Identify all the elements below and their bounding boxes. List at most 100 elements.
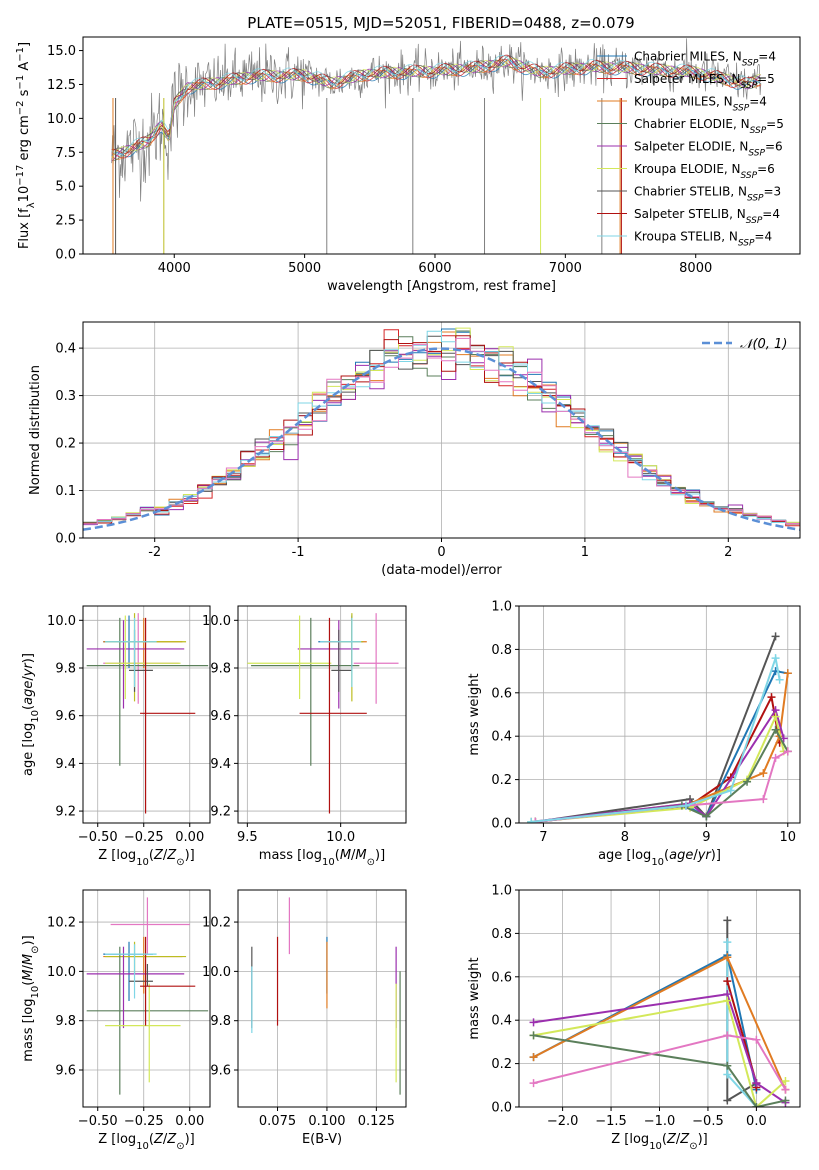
y-axis-label: mass weight (467, 957, 482, 1039)
legend-label: Chabrier MILES, NSSP=4 (634, 50, 776, 69)
model-spectrum-line (111, 59, 762, 160)
x-tick-label: -1 (292, 545, 305, 560)
y-tick-label: 10.2 (47, 916, 76, 931)
y-tick-label: 0.0 (491, 1101, 512, 1116)
weight-point-marker (723, 1070, 732, 1079)
axes-frame (237, 605, 407, 824)
x-tick-label: 6000 (418, 261, 451, 276)
x-tick-label: 7 (539, 830, 547, 845)
x-axis-label: mass [log10(M/M⊙)] (259, 848, 385, 868)
weight-point-marker (529, 1018, 538, 1027)
weight-point-marker (723, 916, 732, 925)
x-tick-label: −0.5 (692, 1114, 724, 1129)
y-tick-label: 0.0 (55, 248, 76, 263)
x-axis-label: Z [log10(Z/Z⊙)] (611, 1132, 708, 1152)
x-tick-label: −0.50 (78, 830, 118, 845)
y-tick-label: 15.0 (47, 44, 76, 59)
x-tick-label: 9.5 (237, 830, 258, 845)
plot-area (111, 38, 762, 254)
weight-series-line (531, 707, 785, 823)
x-tick-label: 2 (724, 545, 732, 560)
y-tick-label: 9.2 (55, 805, 76, 820)
y-tick-label: 0.2 (491, 773, 512, 788)
legend-label: Salpeter STELIB, NSSP=4 (634, 207, 780, 226)
y-axis-label: mass weight (467, 673, 482, 755)
chart-panel-2: −0.50 −0.25 0.00 9.2 9.4 9.6 9.8 10.0 Z [log10(Z… (21, 605, 211, 868)
x-tick-label: 0.00 (175, 1114, 204, 1129)
y-tick-label: 0.4 (491, 1014, 512, 1029)
y-axis-label: mass [log10(M/M⊙)] (21, 935, 41, 1061)
weight-point-marker (723, 1031, 732, 1040)
y-tick-label: 2.5 (55, 214, 76, 229)
plot-area (247, 613, 399, 814)
weight-point-marker (726, 786, 735, 795)
legend-label: Kroupa STELIB, NSSP=4 (634, 230, 772, 249)
y-tick-label: 9.2 (210, 805, 231, 820)
legend-label: Salpeter ELODIE, NSSP=6 (634, 140, 783, 159)
x-tick-label: 7000 (549, 261, 582, 276)
plot-area (86, 613, 209, 814)
weight-point-marker (723, 953, 732, 962)
x-tick-label: 0.0 (746, 1114, 767, 1129)
x-tick-label: 9 (702, 830, 710, 845)
y-tick-label: 9.8 (210, 1014, 231, 1029)
x-tick-label: 0.125 (358, 1114, 395, 1129)
weight-point-marker (771, 654, 780, 663)
weight-point-marker (723, 1096, 732, 1105)
x-tick-label: -2 (148, 545, 161, 560)
axes-frame (82, 889, 211, 1108)
plot-area (86, 897, 209, 1095)
y-tick-label: 0.6 (491, 970, 512, 985)
x-tick-label: 0.100 (308, 1114, 345, 1129)
weight-point-marker (723, 977, 732, 986)
model-spectrum-line (111, 59, 762, 162)
y-axis-label: age [log10(age/yr)] (21, 653, 41, 776)
legend-label: Chabrier STELIB, NSSP=3 (634, 185, 781, 204)
y-tick-label: 0.3 (55, 389, 76, 404)
weight-point-marker (752, 1103, 761, 1107)
model-spectrum-line (111, 54, 761, 154)
y-tick-label: 10.0 (47, 965, 76, 980)
spectrum-data-line (111, 38, 762, 202)
x-tick-label: 10.0 (326, 830, 355, 845)
weight-point-marker (781, 1085, 790, 1094)
y-tick-label: 10.0 (47, 614, 76, 629)
x-tick-label: −2.0 (547, 1114, 579, 1129)
weight-series-line (535, 636, 777, 823)
y-tick-label: 0.0 (491, 817, 512, 832)
chart-title: PLATE=0515, MJD=52051, FIBERID=0488, z=0… (247, 14, 634, 32)
x-tick-label: −1.0 (644, 1114, 676, 1129)
model-spectrum-line (111, 59, 761, 159)
x-tick-label: −0.50 (78, 1114, 118, 1129)
axes-frame (237, 889, 407, 1108)
weight-point-marker (529, 1079, 538, 1088)
y-tick-label: 0.8 (491, 643, 512, 658)
weight-point-marker (529, 1053, 538, 1062)
weight-point-marker (759, 795, 768, 804)
x-tick-label: 1 (581, 545, 589, 560)
y-axis-label: Normed distribution (28, 365, 43, 495)
y-tick-label: 12.5 (47, 78, 76, 93)
y-tick-label: 10.0 (47, 112, 76, 127)
x-tick-label: −0.25 (124, 1114, 164, 1129)
model-spectrum-line (111, 54, 762, 156)
normal-curve-line (83, 347, 800, 531)
plot-area (529, 916, 790, 1107)
weight-point-marker (775, 675, 784, 684)
weight-point-marker (771, 632, 780, 641)
weight-point-marker (681, 801, 690, 810)
y-tick-label: 9.8 (55, 1014, 76, 1029)
weight-point-marker (723, 1061, 732, 1070)
y-tick-label: 9.6 (210, 1064, 231, 1079)
weight-series-line (533, 953, 758, 1090)
weight-point-marker (781, 1096, 790, 1105)
chart-panel-6: 0.075 0.100 0.125 9.6 9.8 10.0 10.2 E(B-V) (202, 889, 407, 1147)
x-axis-label: Z [log10(Z/Z⊙)] (98, 1132, 195, 1152)
weight-point-marker (752, 1079, 761, 1088)
legend-label: Salpeter MILES, NSSP=5 (634, 72, 775, 91)
y-tick-label: 0.2 (55, 437, 76, 452)
weight-point-marker (783, 747, 792, 756)
x-tick-label: 8 (621, 830, 629, 845)
x-tick-label: −0.25 (124, 830, 164, 845)
